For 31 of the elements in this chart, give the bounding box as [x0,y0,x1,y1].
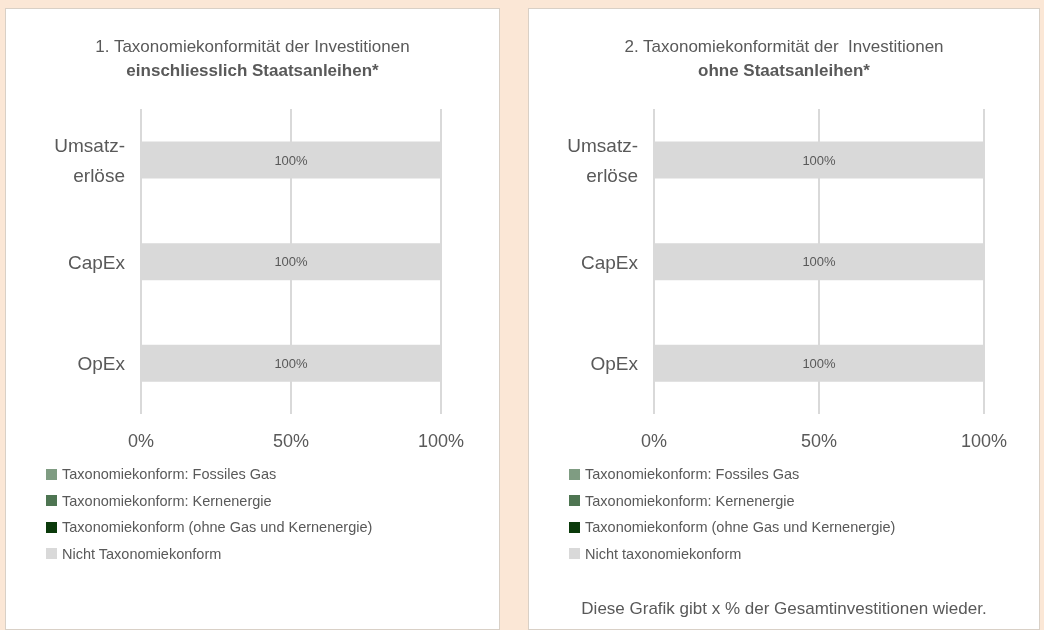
x-tick-label: 100% [960,430,1008,451]
legend-label: Taxonomiekonform: Kernenergie [62,492,272,509]
y-tick-label: CapEx [580,251,639,272]
y-tick-label: CapEx [67,251,126,272]
y-tick-label: OpEx [77,352,126,374]
x-tick-label: 0% [127,430,155,451]
data-label: 100% [274,254,309,270]
legend-label: Taxonomiekonform (ohne Gas und Kernenergie) [585,519,896,536]
y-tick-label: Umsatz-erlöse [54,134,125,186]
data-label: 100% [274,152,309,168]
x-tick-label: 50% [272,430,310,451]
chart-title: 1. Taxonomiekonformität der Investitionen [94,36,411,58]
chart-subtitle: einschliesslich Staatsanleihen* [125,60,380,82]
data-label: 100% [274,355,309,371]
legend-label: Taxonomiekonform: Kernenergie [585,492,795,509]
data-label: 100% [802,254,837,270]
legend-label: Nicht taxonomiekonform [585,545,742,562]
legend-label: Taxonomiekonform (ohne Gas und Kernenergie) [62,519,373,536]
chart-subtitle: ohne Staatsanleihen* [697,60,871,82]
x-tick-label: 50% [800,430,838,451]
legend-label: Nicht Taxonomiekonform [62,545,222,562]
data-label: 100% [802,355,837,371]
chart-title: 2. Taxonomiekonformität der Investitionen [623,36,945,58]
y-tick-label: OpEx [590,352,639,374]
text: Diese Grafik gibt x % der Gesamtinvestitionen wieder. [580,599,988,619]
data-label: 100% [802,152,837,168]
x-tick-label: 0% [640,430,668,451]
legend-label: Taxonomiekonform: Fossiles Gas [585,466,800,483]
x-tick-label: 100% [417,430,465,451]
legend-label: Taxonomiekonform: Fossiles Gas [62,466,277,483]
y-tick-label: Umsatz-erlöse [567,134,638,186]
